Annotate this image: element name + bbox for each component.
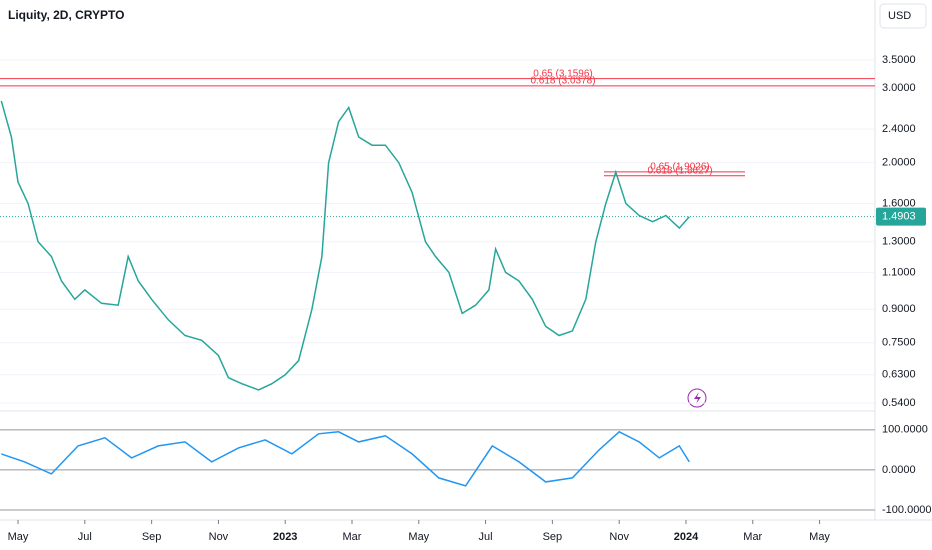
x-tick-label: Jul	[78, 531, 92, 543]
price-line	[1, 430, 690, 487]
x-tick-label: May	[8, 531, 29, 543]
chart-title: Liquity, 2D, CRYPTO	[8, 8, 124, 22]
y-tick-label: 3.0000	[882, 82, 916, 94]
x-tick-label: Mar	[343, 531, 362, 543]
fib-label: 0.618 (1.8627)	[647, 165, 712, 176]
price-line	[0, 100, 690, 391]
x-tick-label: Sep	[543, 531, 563, 543]
x-tick-label: Mar	[743, 531, 762, 543]
y-tick-label: -100.0000	[882, 504, 932, 516]
y-tick-label: 3.5000	[882, 54, 916, 66]
alert-bolt	[694, 392, 701, 404]
y-tick-label: 2.4000	[882, 123, 916, 135]
x-tick-label: 2024	[674, 531, 699, 543]
x-tick-label: May	[809, 531, 830, 543]
x-tick-label: Nov	[209, 531, 229, 543]
y-tick-label: 1.1000	[882, 266, 916, 278]
last-price-box	[876, 207, 926, 226]
currency[interactable]: USD	[888, 10, 911, 22]
currency-button[interactable]	[879, 3, 927, 29]
x-tick-label: Nov	[609, 531, 629, 543]
fib-label: 0.65 (3.1596)	[533, 68, 593, 79]
last-price: 1.4903	[882, 211, 916, 223]
y-tick-label: 1.6000	[882, 198, 916, 210]
x-tick-label: Jul	[479, 531, 493, 543]
y-tick-label: 0.6300	[882, 369, 916, 381]
y-tick-label: 1.3000	[882, 236, 916, 248]
x-tick-label: Sep	[142, 531, 162, 543]
y-tick-label: 2.0000	[882, 157, 916, 169]
fib-label: 0.65 (1.9026)	[650, 161, 710, 172]
y-tick-label: 0.9000	[882, 303, 916, 315]
fib-label: 0.618 (3.0378)	[530, 76, 595, 87]
x-tick-label: May	[408, 531, 429, 543]
x-tick-label: 2023	[273, 531, 297, 543]
y-tick-label: 0.0000	[882, 464, 916, 476]
y-tick-label: 100.0000	[882, 424, 928, 436]
y-tick-label: 0.5400	[882, 397, 916, 409]
y-tick-label: 0.7500	[882, 337, 916, 349]
